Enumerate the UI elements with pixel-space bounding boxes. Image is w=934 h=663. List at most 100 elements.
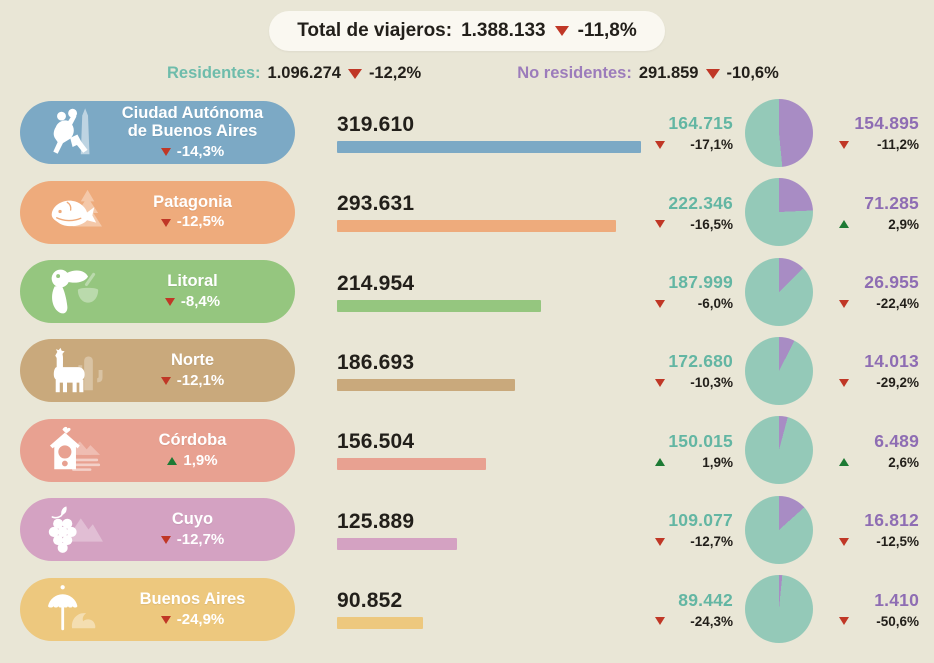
llama-cactus-icon <box>30 343 120 399</box>
region-total-value: 90.852 <box>337 589 403 613</box>
region-nonresidents-change: 2,9% <box>839 217 919 232</box>
region-total-block: 293.631 <box>337 192 647 233</box>
residents-trend-icon <box>655 299 665 308</box>
region-total-bar <box>337 220 616 233</box>
region-change: -14,3% <box>120 143 265 160</box>
region-residents-value: 172.680 <box>668 351 733 372</box>
total-trend-down-icon <box>554 26 569 36</box>
region-nonresidents-value: 14.013 <box>864 351 919 372</box>
region-name: Norte <box>170 351 215 370</box>
region-change: -8,4% <box>120 293 265 310</box>
region-row: Norte -12,1% 186.693 172.680 -10,3% 14.0… <box>0 331 934 410</box>
region-total-bar <box>337 458 486 471</box>
whale-pine-icon <box>30 184 120 240</box>
region-residents-value: 187.999 <box>668 272 733 293</box>
region-residents-block: 164.715 -17,1% <box>647 113 733 152</box>
region-trend-icon <box>160 148 171 157</box>
region-nonresidents-change: -11,2% <box>839 137 919 152</box>
nonresidents-change: -10,6% <box>726 64 779 82</box>
total-travelers-label: Total de viajeros: <box>297 20 453 41</box>
region-residents-block: 222.346 -16,5% <box>647 193 733 232</box>
region-change: -12,1% <box>120 373 265 389</box>
region-name: Patagonia <box>153 192 232 211</box>
beach-umbrella-wave-icon <box>30 581 120 637</box>
residents-trend-icon <box>655 458 665 467</box>
residents-trend-icon <box>655 140 665 149</box>
header: Total de viajeros: 1.388.133 -11,8% <box>0 0 934 51</box>
region-total-bar <box>337 378 515 391</box>
residents-vs-nonresidents-pie <box>745 495 813 564</box>
residents-vs-nonresidents-pie <box>745 336 813 405</box>
region-total-bar <box>337 537 457 550</box>
residents-trend-icon <box>655 537 665 546</box>
region-row: Patagonia -12,5% 293.631 222.346 -16,5% … <box>0 172 934 251</box>
region-pill: Patagonia -12,5% <box>20 180 295 244</box>
region-nonresidents-value: 6.489 <box>874 430 919 451</box>
region-name: Ciudad Autónoma de Buenos Aires <box>121 104 264 141</box>
region-total-block: 214.954 <box>337 272 647 312</box>
region-total-block: 186.693 <box>337 351 647 391</box>
region-residents-value: 150.015 <box>668 430 733 451</box>
toucan-mate-icon <box>30 264 120 320</box>
residents-trend-icon <box>655 617 665 626</box>
nonresidents-trend-down-icon <box>705 68 720 79</box>
region-trend-icon <box>160 615 171 624</box>
region-row: Ciudad Autónoma de Buenos Aires -14,3% 31… <box>0 93 934 172</box>
nonresidents-trend-icon <box>839 220 849 229</box>
region-total-bar <box>337 617 423 630</box>
nonresidents-summary: No residentes: 291.859 -10,6% <box>517 64 779 83</box>
region-change: 1,9% <box>120 452 265 469</box>
region-nonresidents-block: 16.812 -12,5% <box>827 510 919 549</box>
region-total-block: 319.610 <box>337 113 647 153</box>
region-residents-block: 172.680 -10,3% <box>647 351 733 390</box>
region-nonresidents-value: 1.410 <box>874 589 919 610</box>
region-residents-change: 1,9% <box>655 455 733 470</box>
region-trend-icon <box>164 297 175 306</box>
region-pill: Ciudad Autónoma de Buenos Aires -14,3% <box>20 101 295 165</box>
region-name: Cuyo <box>171 510 214 529</box>
region-nonresidents-value: 26.955 <box>864 272 919 293</box>
residents-change: -12,2% <box>368 64 422 82</box>
region-residents-block: 187.999 -6,0% <box>647 272 733 311</box>
residents-summary: Residentes: 1.096.274 -12,2% <box>167 64 421 83</box>
residents-vs-nonresidents-pie <box>745 178 813 247</box>
region-nonresidents-change: -22,4% <box>839 296 919 311</box>
region-row: Buenos Aires -24,9% 90.852 89.442 -24,3%… <box>0 570 934 649</box>
region-nonresidents-change: -50,6% <box>839 614 919 629</box>
residents-vs-nonresidents-pie <box>745 575 813 644</box>
region-residents-change: -16,5% <box>655 217 733 232</box>
residents-vs-nonresidents-pie <box>745 257 813 326</box>
region-pill: Litoral -8,4% <box>20 260 295 324</box>
region-change: -12,7% <box>120 531 265 548</box>
region-residents-change: -6,0% <box>655 296 733 311</box>
region-nonresidents-block: 1.410 -50,6% <box>827 590 919 629</box>
region-residents-change: -17,1% <box>655 137 733 152</box>
region-name: Litoral <box>167 272 218 291</box>
region-total-bar <box>337 140 641 153</box>
birdhouse-hills-icon <box>30 422 120 478</box>
region-nonresidents-block: 26.955 -22,4% <box>827 272 919 311</box>
region-nonresidents-change: -29,2% <box>839 375 919 390</box>
region-pill: Cuyo -12,7% <box>20 498 295 562</box>
region-residents-value: 222.346 <box>668 192 733 213</box>
region-residents-change: -10,3% <box>655 375 733 390</box>
region-residents-block: 109.077 -12,7% <box>647 510 733 549</box>
residents-value: 1.096.274 <box>267 64 341 82</box>
residents-trend-icon <box>655 220 665 229</box>
region-pill: Buenos Aires -24,9% <box>20 577 295 641</box>
region-total-value: 125.889 <box>337 509 415 533</box>
nonresidents-trend-icon <box>839 617 849 626</box>
region-change: -12,5% <box>120 214 265 230</box>
total-travelers-change: -11,8% <box>577 20 637 41</box>
region-trend-icon <box>167 456 178 465</box>
region-residents-value: 89.442 <box>678 589 733 610</box>
region-residents-block: 89.442 -24,3% <box>647 590 733 629</box>
nonresidents-trend-icon <box>839 140 849 149</box>
region-nonresidents-value: 154.895 <box>854 113 919 134</box>
region-total-bar <box>337 299 541 312</box>
nonresidents-value: 291.859 <box>638 64 699 82</box>
total-travelers-pill: Total de viajeros: 1.388.133 -11,8% <box>269 11 665 51</box>
nonresidents-trend-icon <box>839 458 849 467</box>
region-residents-block: 150.015 1,9% <box>647 431 733 470</box>
